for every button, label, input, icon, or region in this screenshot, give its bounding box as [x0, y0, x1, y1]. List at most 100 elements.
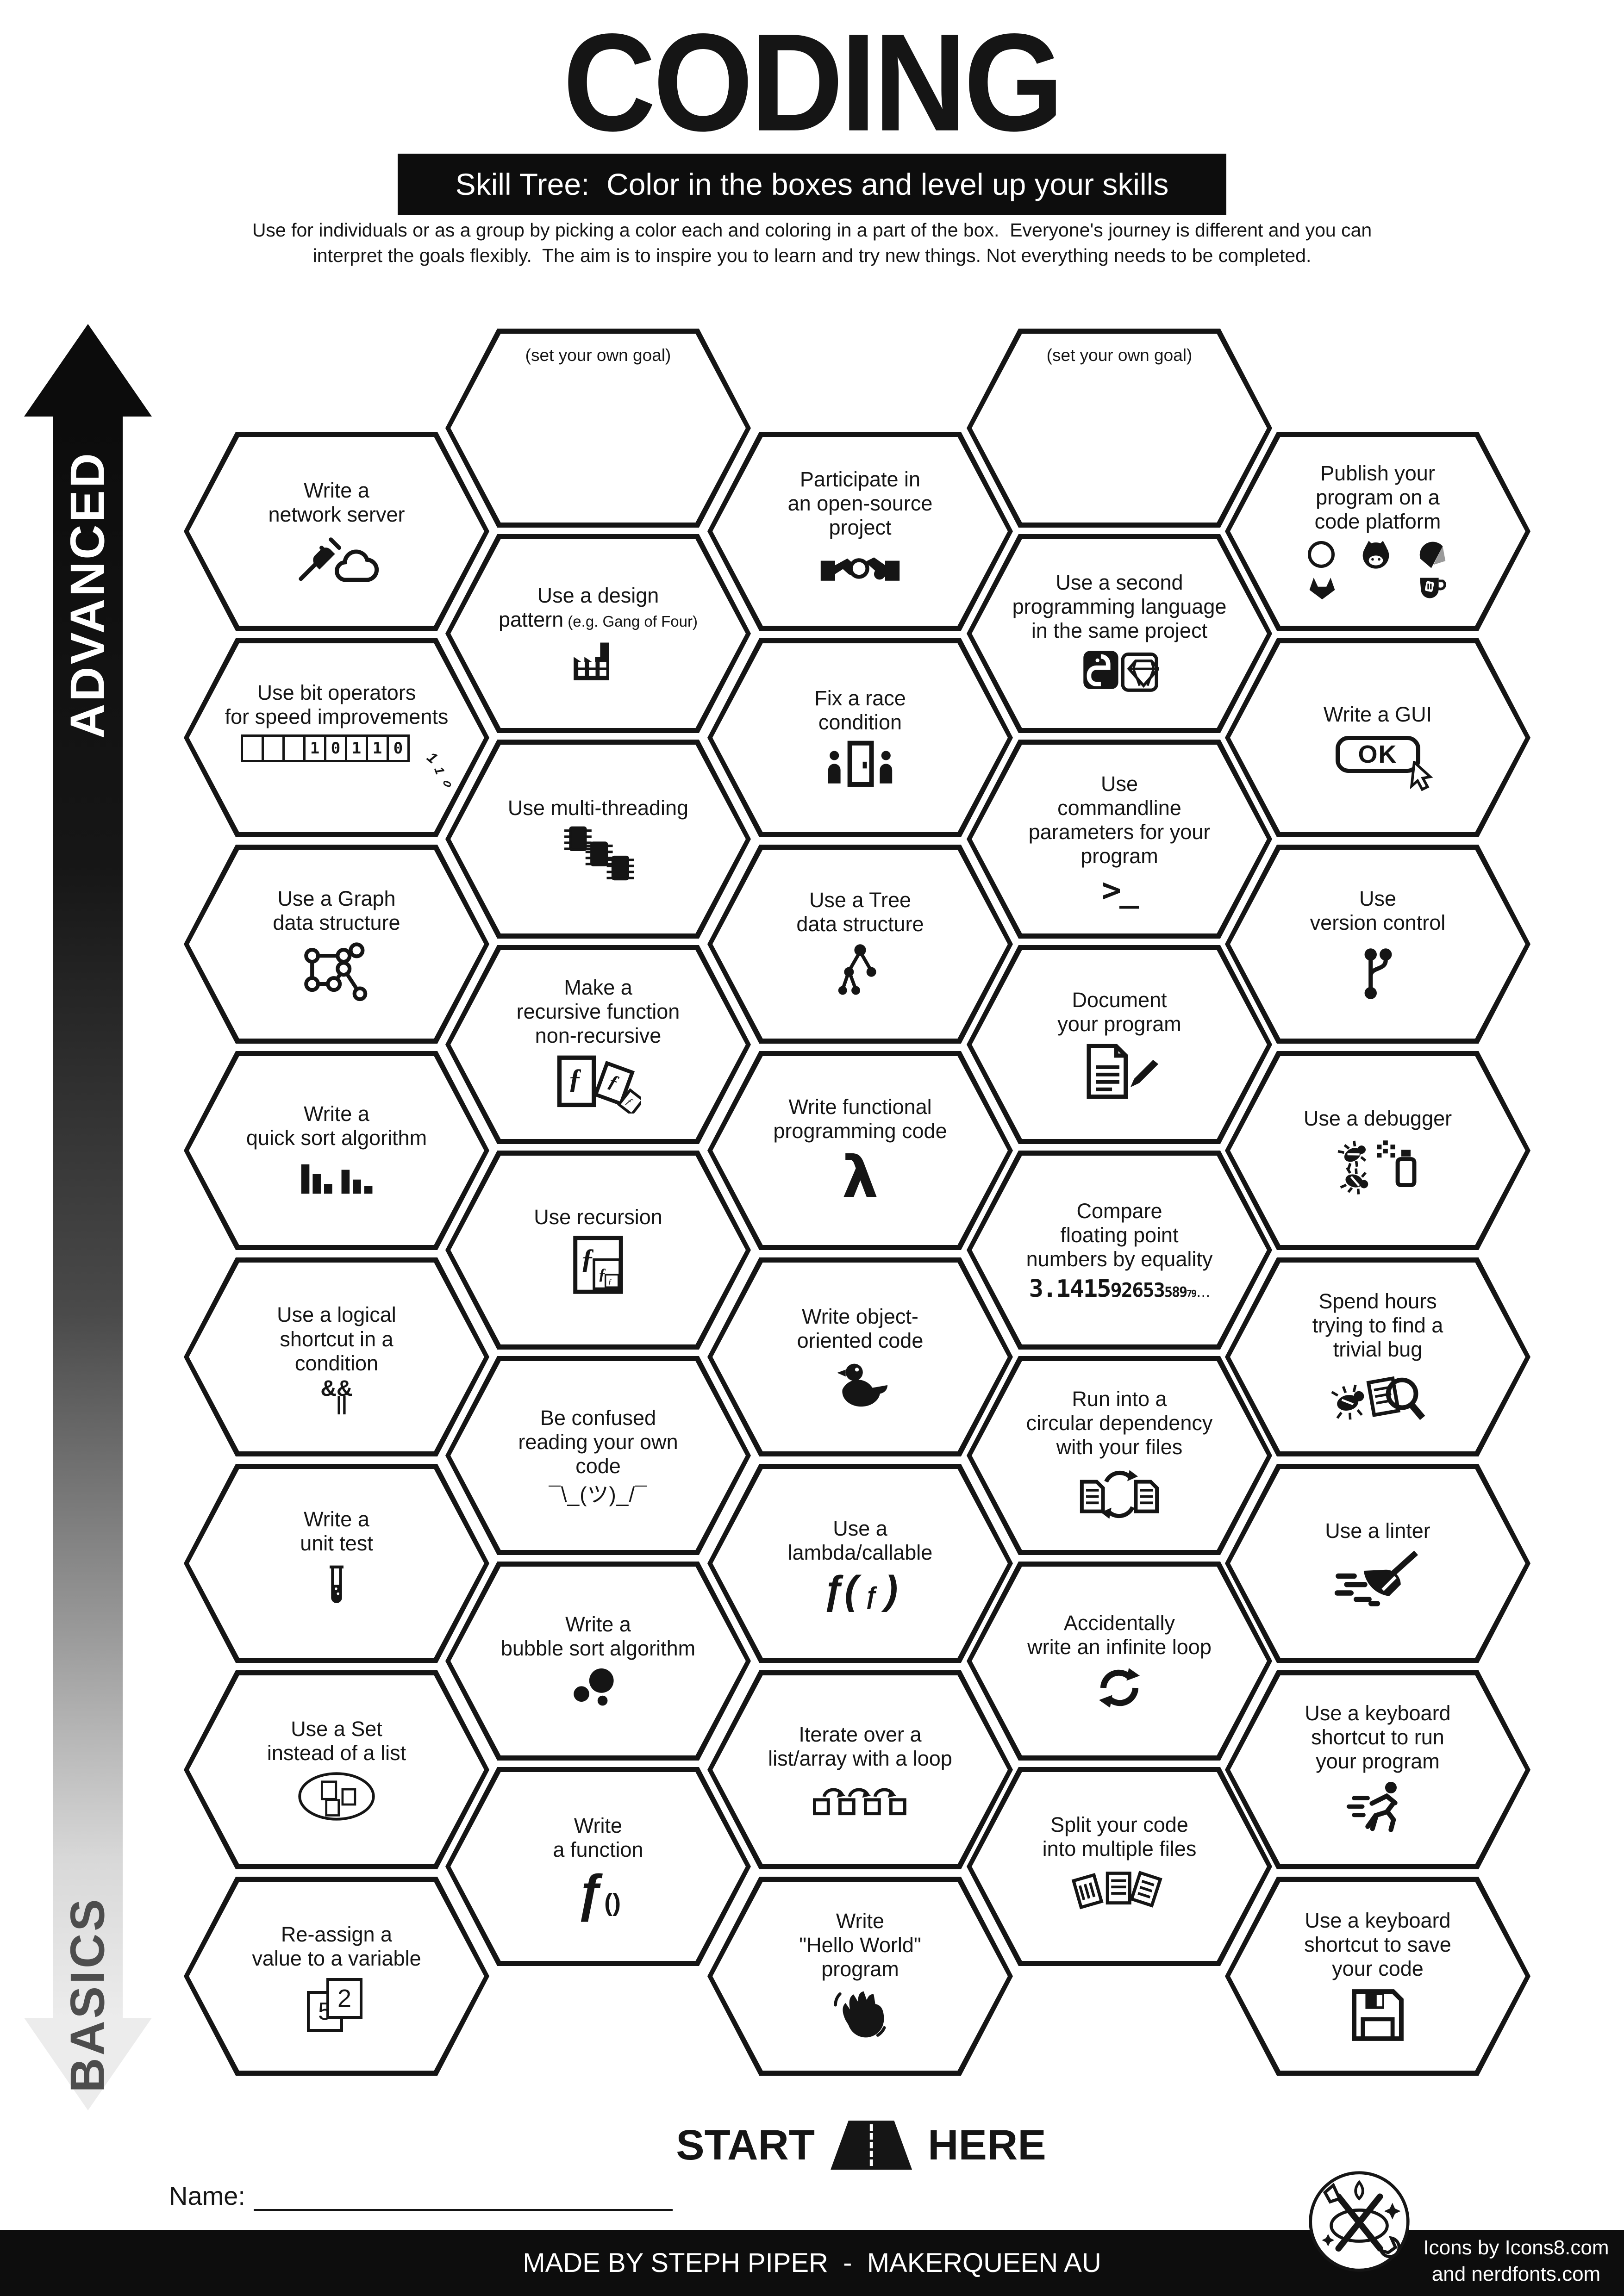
hex-label: Use a Tree data structure	[796, 888, 924, 936]
hex-label: Use a Graph data structure	[273, 886, 400, 934]
race-door-icon	[821, 740, 899, 789]
hex-graph-data-structure[interactable]: Use a Graph data structure	[184, 845, 489, 1044]
hex-label: Use version control	[1310, 886, 1446, 934]
hex-functional-programming[interactable]: Write functional programming code λ	[707, 1051, 1013, 1250]
hex-content: (set your own goal)	[972, 334, 1267, 523]
function-call-icon: ƒ()	[575, 1864, 621, 1923]
hex-multi-threading[interactable]: Use multi-threading	[445, 740, 751, 939]
hex-content: Publish your program on a code platform	[1230, 437, 1525, 626]
hex-circular-dependency[interactable]: Run into a circular dependency with your…	[967, 1356, 1272, 1555]
graph-icon	[296, 940, 377, 1002]
hex-use-a-debugger[interactable]: Use a debugger	[1225, 1051, 1530, 1250]
hex-set-your-own-goal-2[interactable]: (set your own goal)	[967, 329, 1272, 528]
hex-fill: Iterate over a list/array with a loop	[712, 1675, 1008, 1864]
hex-content: Use a lambda/callable ƒ( ƒ )	[712, 1469, 1008, 1658]
hex-use-a-linter[interactable]: Use a linter	[1225, 1464, 1530, 1663]
hex-label: Use bit operators for speed improvements	[225, 680, 449, 728]
hex-quick-sort[interactable]: Write a quick sort algorithm	[184, 1051, 489, 1250]
hex-fill: Use multi-threading	[450, 745, 746, 933]
hex-use-a-design-pattern[interactable]: Use a design pattern (e.g. Gang of Four)	[445, 534, 751, 733]
hex-content: Write a unit test	[189, 1469, 484, 1658]
basics-label: BASICS	[61, 1897, 115, 2093]
hex-fill: Use bit operators for speed improvements…	[189, 643, 484, 832]
handshake-icon	[818, 545, 902, 595]
hex-label: Use a linter	[1325, 1518, 1430, 1543]
hex-split-your-code[interactable]: Split your code into multiple files	[967, 1767, 1272, 1966]
hex-fix-race-condition[interactable]: Fix a race condition	[707, 638, 1013, 837]
hex-content: Make a recursive function non-recursive ƒ…	[450, 950, 746, 1139]
factory-icon	[568, 637, 629, 684]
road-icon	[831, 2121, 912, 2170]
floppy-icon	[1349, 1986, 1406, 2044]
hex-shortcut-run-program[interactable]: Use a keyboard shortcut to run your prog…	[1225, 1670, 1530, 1869]
hex-fill: Write a unit test	[189, 1469, 484, 1658]
hex-infinite-loop[interactable]: Accidentally write an infinite loop	[967, 1562, 1272, 1761]
hex-spend-hours-trivial-bug[interactable]: Spend hours trying to find a trivial bug	[1225, 1257, 1530, 1456]
hex-content: Re-assign a value to a variable 5 2	[189, 1882, 484, 2071]
hex-logical-shortcut[interactable]: Use a logical shortcut in a condition && |…	[184, 1257, 489, 1456]
hex-bubble-sort[interactable]: Write a bubble sort algorithm	[445, 1562, 751, 1761]
hex-shortcut-save-code[interactable]: Use a keyboard shortcut to save your cod…	[1225, 1877, 1530, 2076]
hex-label: Use a lambda/callable	[787, 1516, 933, 1564]
hex-participate-open-source[interactable]: Participate in an open-source project	[707, 432, 1013, 631]
svg-text:ƒ: ƒ	[598, 1265, 606, 1283]
split-files-icon	[1070, 1867, 1168, 1920]
hex-content: (set your own goal)	[450, 334, 746, 523]
hex-label: Write a GUI	[1323, 702, 1432, 726]
hex-use-recursion[interactable]: Use recursion ƒ ƒ ƒ	[445, 1151, 751, 1350]
hex-write-a-unit-test[interactable]: Write a unit test	[184, 1464, 489, 1663]
hex-content: Use a linter	[1230, 1469, 1525, 1658]
hex-lambda-callable[interactable]: Use a lambda/callable ƒ( ƒ )	[707, 1464, 1013, 1663]
hex-content: Accidentally write an infinite loop	[972, 1567, 1267, 1755]
hex-fill: Use a second programming language in the…	[972, 539, 1267, 728]
hex-fill: Re-assign a value to a variable 5 2	[189, 1882, 484, 2071]
hex-document-your-program[interactable]: Document your program	[967, 945, 1272, 1144]
hex-content: Run into a circular dependency with your…	[972, 1361, 1267, 1550]
hex-fill: (set your own goal)	[972, 334, 1267, 523]
hex-content: Use recursion ƒ ƒ ƒ	[450, 1156, 746, 1344]
hex-set-your-own-goal-1[interactable]: (set your own goal)	[445, 329, 751, 528]
hex-version-control[interactable]: Use version control	[1225, 845, 1530, 1044]
hex-confused-own-code[interactable]: Be confused reading your own code ¯\_(ツ)_…	[445, 1356, 751, 1555]
set-icon	[296, 1771, 377, 1823]
hex-write-a-gui[interactable]: Write a GUI OK	[1225, 638, 1530, 837]
start-here: START HERE	[676, 2121, 1046, 2170]
hex-fill: Participate in an open-source project	[712, 437, 1008, 626]
pi-digits-icon: 3.14159265358979...	[1029, 1275, 1211, 1303]
hex-iterate-with-loop[interactable]: Iterate over a list/array with a loop	[707, 1670, 1013, 1869]
hex-label: Fix a race condition	[814, 686, 906, 734]
hex-publish-code-platform[interactable]: Publish your program on a code platform	[1225, 432, 1530, 631]
page-title: CODING	[563, 4, 1064, 160]
hex-label: Use commandline parameters for your prog…	[1028, 772, 1211, 868]
test-tube-icon	[324, 1561, 350, 1619]
hex-tree-data-structure[interactable]: Use a Tree data structure	[707, 845, 1013, 1044]
duck-icon	[831, 1358, 890, 1409]
loop-squares-icon	[809, 1776, 911, 1817]
hex-fill: Split your code into multiple files	[972, 1772, 1267, 1961]
hex-write-a-network-server[interactable]: Write a network server	[184, 432, 489, 631]
hex-content: Write a bubble sort algorithm	[450, 1567, 746, 1755]
hex-fill: Write a network server	[189, 437, 484, 626]
hex-object-oriented-code[interactable]: Write object- oriented code	[707, 1257, 1013, 1456]
name-row: Name:	[169, 2181, 673, 2211]
hex-content: Split your code into multiple files	[972, 1772, 1267, 1961]
hex-content: Be confused reading your own code ¯\_(ツ)_…	[450, 1361, 746, 1550]
hex-write-a-function[interactable]: Write a function ƒ()	[445, 1767, 751, 1966]
infinite-loop-icon	[1093, 1665, 1145, 1711]
hex-fill: Use a lambda/callable ƒ( ƒ )	[712, 1469, 1008, 1658]
hex-recursive-to-nonrecursive[interactable]: Make a recursive function non-recursive ƒ…	[445, 945, 751, 1144]
name-input-line[interactable]	[253, 2186, 673, 2211]
hex-second-language[interactable]: Use a second programming language in the…	[967, 534, 1272, 733]
hex-hello-world[interactable]: Write "Hello World" program	[707, 1877, 1013, 2076]
hex-reassign-variable[interactable]: Re-assign a value to a variable 5 2	[184, 1877, 489, 2076]
circular-docs-icon	[1074, 1465, 1165, 1524]
hex-compare-floating-point[interactable]: Compare floating point numbers by equali…	[967, 1151, 1272, 1350]
hex-fill: Use a debugger	[1230, 1056, 1525, 1245]
hex-bit-operators[interactable]: Use bit operators for speed improvements…	[184, 638, 489, 837]
hex-commandline-parameters[interactable]: Use commandline parameters for your prog…	[967, 740, 1272, 939]
hex-use-a-set[interactable]: Use a Set instead of a list	[184, 1670, 489, 1869]
hex-label: Write "Hello World" program	[799, 1909, 921, 1981]
hex-fill: Publish your program on a code platform	[1230, 437, 1525, 626]
